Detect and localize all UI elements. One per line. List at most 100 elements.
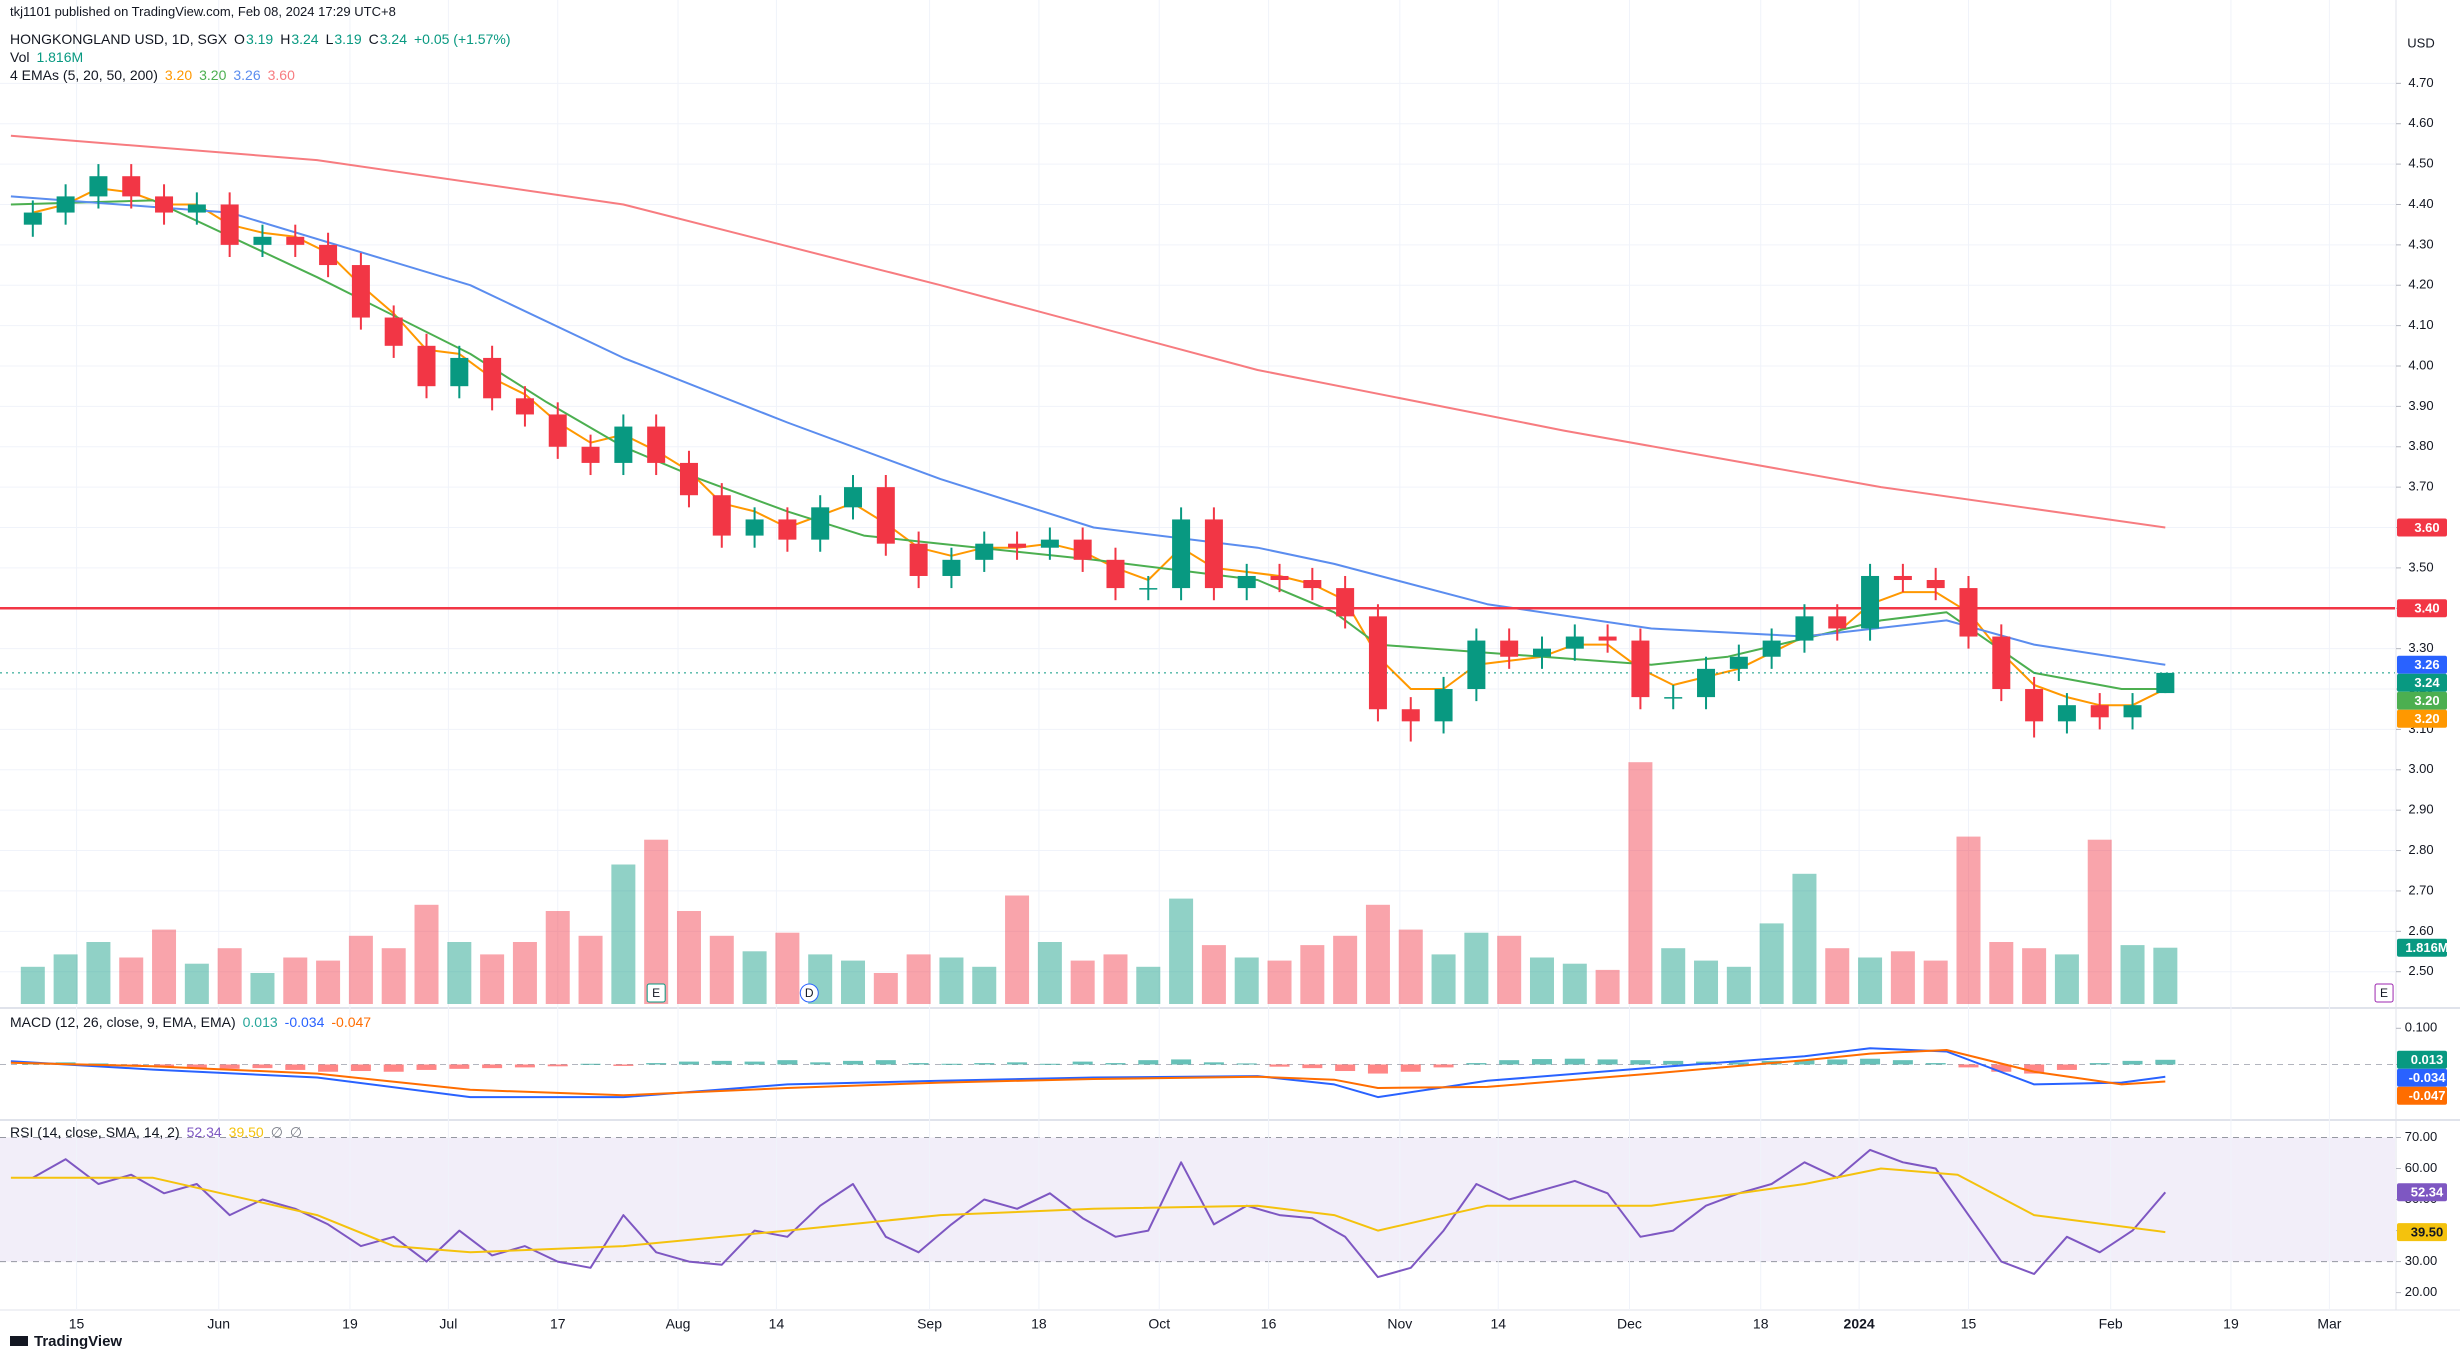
- ema-value: 3.60: [267, 67, 295, 83]
- macd-histogram: [2024, 1064, 2045, 1074]
- volume-bar: [1759, 923, 1784, 1004]
- volume-bar: [414, 904, 439, 1004]
- volume-bar: [1037, 942, 1062, 1004]
- rsi-legend: RSI (14, close, SMA, 14, 2) 52.34 39.50 ∅ ∅: [10, 1124, 309, 1141]
- volume-bar: [20, 966, 45, 1004]
- x-tick-label: Nov: [1387, 1316, 1412, 1332]
- macd-histogram: [711, 1060, 732, 1065]
- x-tick-label: Aug: [666, 1316, 691, 1332]
- macd-histogram: [2056, 1064, 2077, 1070]
- candle-body: [1893, 575, 1912, 581]
- y-tick-label: 4.50: [2408, 156, 2433, 171]
- candle-body: [1861, 575, 1880, 629]
- ema-value: 3.20: [164, 67, 193, 83]
- x-tick-label: 19: [2223, 1316, 2239, 1332]
- axis-tag-label: -0.047: [2409, 1088, 2446, 1103]
- candle-body: [155, 196, 174, 213]
- candle-body: [1664, 697, 1683, 699]
- x-tick-label: 17: [550, 1316, 566, 1332]
- candle-body: [515, 398, 534, 415]
- axis-tag: [2397, 691, 2447, 710]
- ohlc-value: 3.19: [334, 31, 362, 47]
- macd-histogram: [1958, 1064, 1979, 1068]
- candle-body: [2123, 705, 2142, 718]
- currency: USD: [2407, 35, 2434, 50]
- macd-histogram: [1794, 1060, 1815, 1065]
- rsi-band: [0, 1137, 2395, 1262]
- axis-tag-label: 3.24: [2414, 675, 2440, 690]
- volume-bar: [1890, 951, 1915, 1004]
- volume-bar: [86, 942, 111, 1004]
- y-tick-label: 2.60: [2408, 923, 2433, 938]
- candle-body: [778, 519, 797, 540]
- macd-histogram: [1367, 1064, 1388, 1074]
- ema-value: 3.20: [199, 67, 227, 83]
- y-tick-label: 3.80: [2408, 438, 2433, 453]
- macd-histogram: [1991, 1064, 2012, 1072]
- indicator-name: 4 EMAs (5, 20, 50, 200): [10, 67, 158, 83]
- x-tick-label: 15: [1961, 1316, 1977, 1332]
- volume-bar: [742, 951, 767, 1004]
- y-tick-label: 70.00: [2405, 1129, 2438, 1144]
- macd-histogram: [514, 1064, 535, 1068]
- x-tick-label: Jun: [207, 1316, 230, 1332]
- candle-body: [1008, 543, 1027, 548]
- volume-bar: [1497, 935, 1522, 1004]
- volume-bar: [1398, 929, 1423, 1004]
- candle-body: [876, 487, 895, 544]
- macd-histogram: [350, 1064, 371, 1072]
- volume-bar: [1005, 895, 1030, 1004]
- volume-bar: [2153, 947, 2178, 1004]
- price-legend: HONGKONGLAND USD, 1D, SGX O3.19 H3.24 L3.19…: [10, 31, 518, 47]
- x-tick-label: Jul: [439, 1316, 457, 1332]
- brand-line: TradingView: [10, 1333, 129, 1350]
- event-marker: D: [799, 983, 819, 1003]
- candle-body: [1532, 648, 1551, 657]
- axis-tag-label: 39.50: [2411, 1225, 2444, 1240]
- candle-body: [253, 236, 272, 245]
- ema-value: 3.26: [233, 67, 261, 83]
- volume-bar: [152, 929, 177, 1004]
- y-tick-label: 4.30: [2408, 236, 2433, 251]
- axis-tag: [2397, 1223, 2447, 1242]
- candle-body: [975, 543, 994, 560]
- axis-tag-label: 0.013: [2411, 1052, 2444, 1067]
- axis-tag: [2397, 599, 2447, 618]
- candle-body: [187, 204, 206, 213]
- axis-tag-label: 1.816M: [2405, 940, 2448, 955]
- candle-body: [2057, 705, 2076, 722]
- volume-bar: [512, 942, 537, 1004]
- rsi-line: [10, 1167, 2166, 1254]
- macd-histogram: [875, 1060, 896, 1065]
- candle-body: [220, 204, 239, 245]
- y-tick-label: 3.30: [2408, 640, 2433, 655]
- volume-bar: [1956, 836, 1981, 1004]
- macd-line: [10, 1049, 2166, 1097]
- volume-bar: [841, 960, 866, 1004]
- ohlc-value: 3.24: [379, 31, 407, 47]
- volume-bar: [1661, 948, 1686, 1004]
- candle-body: [1073, 539, 1092, 560]
- candle-body: [1106, 559, 1125, 589]
- event-box: [799, 983, 819, 1003]
- volume-bar: [1103, 954, 1128, 1004]
- volume-bar: [184, 963, 209, 1004]
- volume-bar: [53, 954, 78, 1004]
- candle-body: [1434, 689, 1453, 722]
- candle-body: [811, 507, 830, 540]
- macd-histogram: [646, 1063, 667, 1065]
- candle-body: [1040, 539, 1059, 548]
- volume-name: Vol: [10, 49, 30, 65]
- ema-line: [10, 195, 2166, 666]
- candle-body: [417, 345, 436, 387]
- macd-histogram: [810, 1062, 831, 1065]
- y-tick-label: 4.70: [2408, 75, 2433, 90]
- candle-body: [1697, 668, 1716, 698]
- macd-histogram: [1630, 1060, 1651, 1065]
- axis-tag: [2397, 518, 2447, 537]
- x-tick-label: 14: [1490, 1316, 1506, 1332]
- event-label: D: [805, 986, 814, 1000]
- brand: TradingView: [34, 1333, 123, 1350]
- candle-body: [1401, 709, 1420, 722]
